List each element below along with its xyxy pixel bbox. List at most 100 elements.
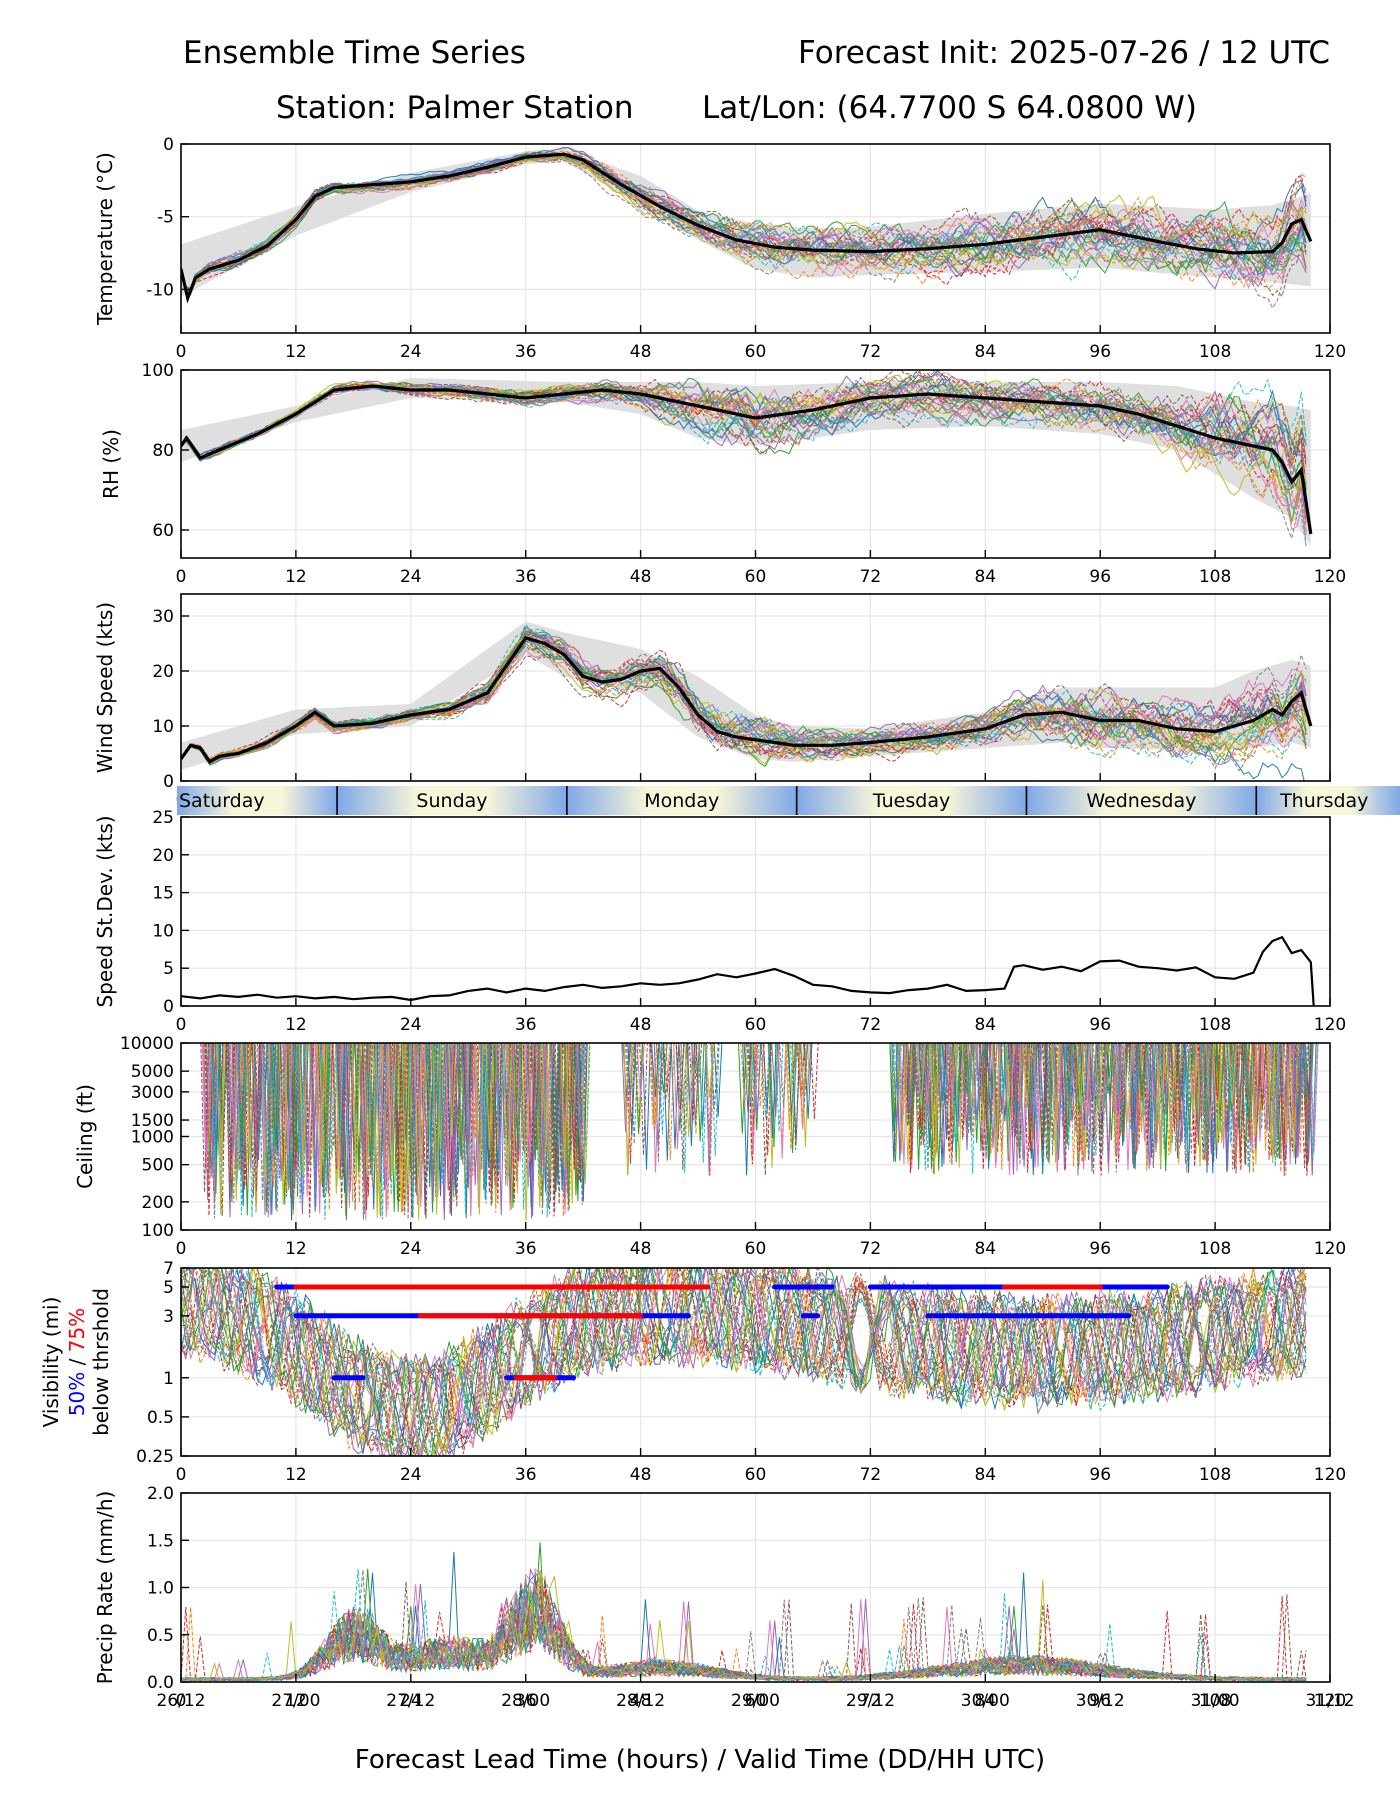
x-tick-label: 24 bbox=[400, 1691, 422, 1711]
day-label: Wednesday bbox=[1086, 790, 1196, 812]
precip-member-line bbox=[181, 1590, 1307, 1682]
precip-member-line bbox=[181, 1589, 1307, 1682]
legend-separator: / bbox=[65, 1352, 89, 1371]
ceiling-member-line bbox=[744, 1043, 810, 1169]
ceiling-member-line bbox=[897, 1043, 1312, 1176]
y-axis-label: Speed St.Dev. (kts) bbox=[93, 815, 117, 1007]
ceiling-member-line bbox=[205, 1043, 573, 1212]
title-latlon: Lat/Lon: (64.7700 S 64.0800 W) bbox=[702, 90, 1197, 126]
ensemble-member-line bbox=[181, 152, 1307, 295]
y-tick-label: 30 bbox=[152, 607, 174, 627]
ceiling-member-line bbox=[218, 1043, 581, 1221]
x-tick-label: 96 bbox=[1089, 567, 1111, 587]
x-tick-label: 48 bbox=[630, 1465, 652, 1485]
ceiling-member-line bbox=[748, 1043, 807, 1159]
precip-member-line bbox=[181, 1580, 1307, 1682]
ensemble-member-line bbox=[181, 379, 1307, 489]
ceiling-member-line bbox=[903, 1043, 1305, 1173]
x-tick-label: 0 bbox=[176, 1239, 187, 1259]
y-tick-label: 100 bbox=[142, 361, 174, 381]
y-tick-label: 1000 bbox=[131, 1128, 174, 1148]
x-tick-label: 120 bbox=[1314, 1015, 1346, 1035]
x-tick-label: 84 bbox=[974, 342, 996, 362]
ensemble-member-line bbox=[181, 384, 1307, 532]
x-tick-label: 72 bbox=[860, 1015, 882, 1035]
ceiling-member-line bbox=[200, 1043, 587, 1216]
x-tick-label: 48 bbox=[630, 1239, 652, 1259]
title-init: Forecast Init: 2025-07-26 / 12 UTC bbox=[798, 35, 1330, 71]
precip-member-line bbox=[181, 1581, 1307, 1682]
y-tick-label: 0.25 bbox=[136, 1447, 174, 1467]
x-tick-label: 96 bbox=[1089, 1691, 1111, 1711]
ensemble-member-line bbox=[181, 380, 1307, 541]
panel-rh: 100 80 60 0 12 24 36 48 60 72 84 96 108 120 RH (%) bbox=[99, 361, 1346, 587]
valid-time-label: 28/00 bbox=[501, 1691, 550, 1711]
x-tick-label: 36 bbox=[515, 567, 537, 587]
y-tick-label: 20 bbox=[152, 846, 174, 866]
y-tick-label: 7 bbox=[163, 1259, 174, 1279]
y-tick-label: 3000 bbox=[131, 1083, 174, 1103]
y-tick-label: 10 bbox=[152, 717, 174, 737]
ensemble-member-line bbox=[181, 370, 1307, 463]
x-tick-label: 84 bbox=[974, 1465, 996, 1485]
day-label: Thursday bbox=[1279, 790, 1368, 812]
spread-band bbox=[181, 378, 1311, 546]
y-tick-label: 3 bbox=[163, 1307, 174, 1327]
y-axis-label: Visibility (mi) bbox=[39, 1297, 63, 1428]
y-tick-label: -5 bbox=[157, 208, 174, 228]
panel-visibility: 0.25 0.5 1 3 57 0 12 24 36 48 60 72 84 96 108 120 Visibi… bbox=[39, 1259, 1346, 1485]
x-tick-label: 72 bbox=[860, 1691, 882, 1711]
ceiling-member-line bbox=[634, 1043, 705, 1142]
x-tick-label: 96 bbox=[1089, 1239, 1111, 1259]
y-tick-label: 5 bbox=[163, 959, 174, 979]
x-tick-label: 24 bbox=[400, 1239, 422, 1259]
x-tick-label: 0 bbox=[176, 1015, 187, 1035]
ceiling-member-line bbox=[624, 1043, 701, 1160]
ceiling-member-line bbox=[209, 1043, 564, 1207]
spread-band bbox=[181, 148, 1311, 297]
precip-member-line bbox=[181, 1585, 1307, 1682]
ceiling-member-line bbox=[899, 1043, 1295, 1176]
ceiling-member-line bbox=[627, 1043, 700, 1161]
day-segment bbox=[177, 786, 338, 815]
y-tick-label: 10 bbox=[152, 921, 174, 941]
valid-time-label: 31/00 bbox=[1191, 1691, 1240, 1711]
ensemble-member-line bbox=[181, 381, 1307, 496]
ceiling-member-line bbox=[902, 1043, 1312, 1176]
day-label: Saturday bbox=[179, 790, 265, 812]
y-tick-label: 20 bbox=[152, 662, 174, 682]
ensemble-mean-line bbox=[181, 152, 1313, 304]
ensemble-member-line bbox=[181, 636, 1307, 761]
x-tick-label: 24 bbox=[400, 342, 422, 362]
ceiling-member-line bbox=[202, 1043, 586, 1215]
panel-precip: 0.0 0.5 1.0 1.5 2.0 0 12 24 36 48 60 72 84 96 108 120 Pr… bbox=[93, 1484, 1346, 1711]
ceiling-member-line bbox=[639, 1043, 719, 1170]
x-tick-label: 12 bbox=[285, 1691, 307, 1711]
y-tick-label: 200 bbox=[142, 1193, 174, 1213]
x-tick-label: 84 bbox=[974, 1239, 996, 1259]
precip-member-line bbox=[181, 1571, 1307, 1682]
x-tick-label: 72 bbox=[860, 567, 882, 587]
x-tick-label: 24 bbox=[400, 567, 422, 587]
x-tick-label: 60 bbox=[745, 567, 767, 587]
x-tick-label: 84 bbox=[974, 1691, 996, 1711]
y-tick-label: 1.0 bbox=[147, 1579, 174, 1599]
x-tick-label: 108 bbox=[1199, 1691, 1231, 1711]
x-tick-label: 0 bbox=[176, 1465, 187, 1485]
x-tick-label: 48 bbox=[630, 342, 652, 362]
x-tick-label: 60 bbox=[745, 1691, 767, 1711]
ceiling-member-line bbox=[897, 1043, 1291, 1175]
x-tick-label: 120 bbox=[1314, 342, 1346, 362]
precip-member-line bbox=[181, 1590, 1307, 1682]
x-tick-label: 108 bbox=[1199, 342, 1231, 362]
plot-area-precip bbox=[181, 1542, 1307, 1682]
y-tick-label: 80 bbox=[152, 441, 174, 461]
x-tick-label: 60 bbox=[745, 1465, 767, 1485]
x-tick-label: 120 bbox=[1314, 1691, 1346, 1711]
ensemble-member-line bbox=[181, 146, 1307, 293]
day-label: Monday bbox=[644, 790, 719, 812]
x-tick-label: 48 bbox=[630, 1691, 652, 1711]
ceiling-member-line bbox=[623, 1043, 714, 1176]
